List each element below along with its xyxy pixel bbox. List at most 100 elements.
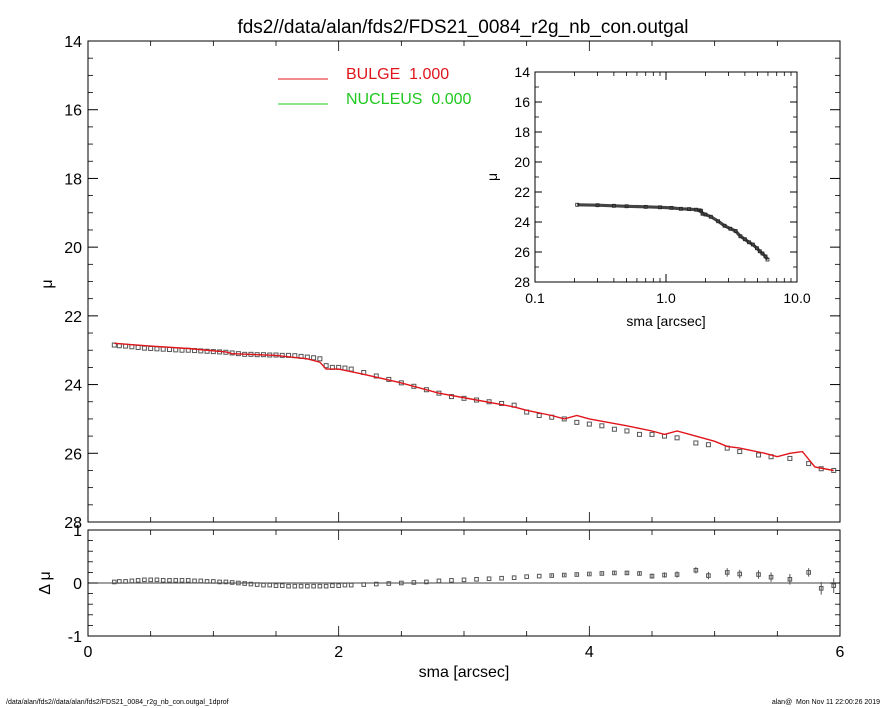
legend: BULGE 1.000 NUCLEUS 0.000 — [278, 66, 471, 108]
inset-x-ticks: 0.1 1.0 10.0 — [525, 72, 811, 306]
residual-point — [561, 572, 567, 578]
residual-point — [499, 575, 504, 581]
x-axis-label: sma [arcsec] — [419, 664, 510, 681]
residual-point — [449, 578, 454, 583]
main-data-point — [160, 346, 166, 352]
legend-bulge-label: BULGE 1.000 — [346, 66, 449, 83]
inset-profile-line — [577, 203, 769, 261]
main-data-point — [806, 461, 812, 467]
inset-data-point — [742, 237, 747, 242]
inset-y-tick-label: 24 — [514, 214, 530, 230]
residual-point — [173, 578, 179, 583]
residual-point — [342, 582, 348, 588]
residual-point — [129, 578, 135, 584]
residual-point — [348, 582, 354, 588]
x-tick-label: 2 — [334, 644, 343, 661]
inset-data-point — [747, 240, 751, 245]
residual-point — [768, 574, 774, 580]
x-tick-label: 0 — [84, 644, 93, 661]
inset-y-tick-label: 14 — [514, 64, 530, 80]
main-data-point — [649, 431, 655, 437]
inset-data-point — [755, 246, 759, 251]
bulge-model-line — [114, 342, 834, 472]
main-y-ticks: 14 16 18 20 22 24 26 28 — [64, 34, 840, 532]
main-data-point — [148, 345, 154, 351]
residual-point — [674, 572, 680, 577]
main-data-point — [373, 373, 379, 379]
x-tick-label: 6 — [836, 644, 845, 661]
main-data-point — [586, 421, 592, 427]
inset-data-point — [716, 219, 721, 224]
residual-point — [574, 572, 580, 577]
main-data-point — [599, 423, 605, 429]
residual-y-tick-label: 1 — [73, 523, 82, 540]
residual-point — [806, 570, 811, 575]
inset-data-point — [687, 207, 691, 212]
main-data-point — [674, 435, 680, 441]
residual-point — [330, 583, 335, 588]
main-data-point — [323, 363, 329, 369]
main-data-point — [705, 442, 711, 448]
residual-point — [117, 579, 122, 584]
inset-panel: 14 16 18 20 22 24 26 28 0.1 1.0 10.0 μ sma [arcse… — [484, 64, 811, 329]
inset-data-point — [595, 203, 600, 208]
inset-data-point — [575, 202, 580, 207]
residual-point — [831, 583, 837, 588]
main-y-tick-label: 24 — [64, 378, 82, 395]
inset-data-point — [624, 204, 629, 209]
residual-point — [587, 571, 592, 577]
residual-point — [549, 573, 555, 578]
residual-point — [217, 579, 222, 585]
inset-y-tick-label: 22 — [514, 184, 530, 200]
residual-point — [261, 582, 266, 588]
residual-point — [424, 579, 429, 585]
main-x-ticks — [87, 41, 841, 522]
main-panel: 14 16 18 20 22 24 26 28 μ BULGE 1.000 NUCLEUS 0… — [39, 34, 841, 532]
residual-point — [649, 573, 655, 579]
main-y-tick-label: 16 — [64, 103, 82, 120]
inset-y-ticks: 14 16 18 20 22 24 26 28 — [514, 64, 797, 290]
main-data-point — [141, 345, 147, 351]
main-data-point — [135, 344, 141, 350]
residual-point — [787, 576, 793, 582]
residual-point — [624, 570, 630, 576]
residual-point — [248, 581, 254, 587]
inset-data-point — [703, 212, 708, 217]
main-y-tick-label: 22 — [64, 309, 82, 326]
inset-y-tick-label: 28 — [514, 274, 530, 290]
residual-point — [599, 571, 605, 576]
residual-point — [204, 579, 210, 584]
inset-data-point — [757, 249, 762, 254]
inset-data-point — [728, 226, 733, 231]
residual-point — [411, 580, 417, 585]
residual-y-ticks: 1 0 -1 — [68, 523, 840, 646]
residual-point — [336, 583, 341, 588]
residual-point — [474, 576, 479, 582]
inset-y-tick-label: 20 — [514, 154, 530, 170]
inset-data-point — [643, 204, 648, 209]
residual-point — [192, 578, 197, 584]
residual-point — [536, 573, 542, 579]
residual-point — [737, 571, 743, 577]
main-y-axis-label: μ — [39, 279, 56, 288]
main-y-tick-label: 28 — [64, 515, 82, 532]
main-data-point — [198, 348, 204, 354]
residual-point — [373, 581, 379, 587]
main-data-point — [154, 346, 160, 352]
residual-point — [286, 583, 291, 589]
residual-x-ticks: 0 2 4 6 — [84, 530, 845, 661]
residual-point — [298, 583, 304, 589]
inset-y-tick-label: 26 — [514, 244, 530, 260]
residual-point — [179, 578, 185, 583]
residual-point — [154, 577, 160, 583]
residual-point — [486, 576, 492, 582]
inset-data-points — [575, 202, 770, 262]
residual-point — [236, 580, 241, 586]
residual-point — [135, 578, 141, 583]
main-data-point — [574, 419, 580, 425]
residual-y-tick-label: 0 — [73, 576, 82, 593]
inset-y-tick-label: 18 — [514, 124, 530, 140]
residual-point — [254, 582, 260, 587]
residual-point — [693, 567, 699, 573]
